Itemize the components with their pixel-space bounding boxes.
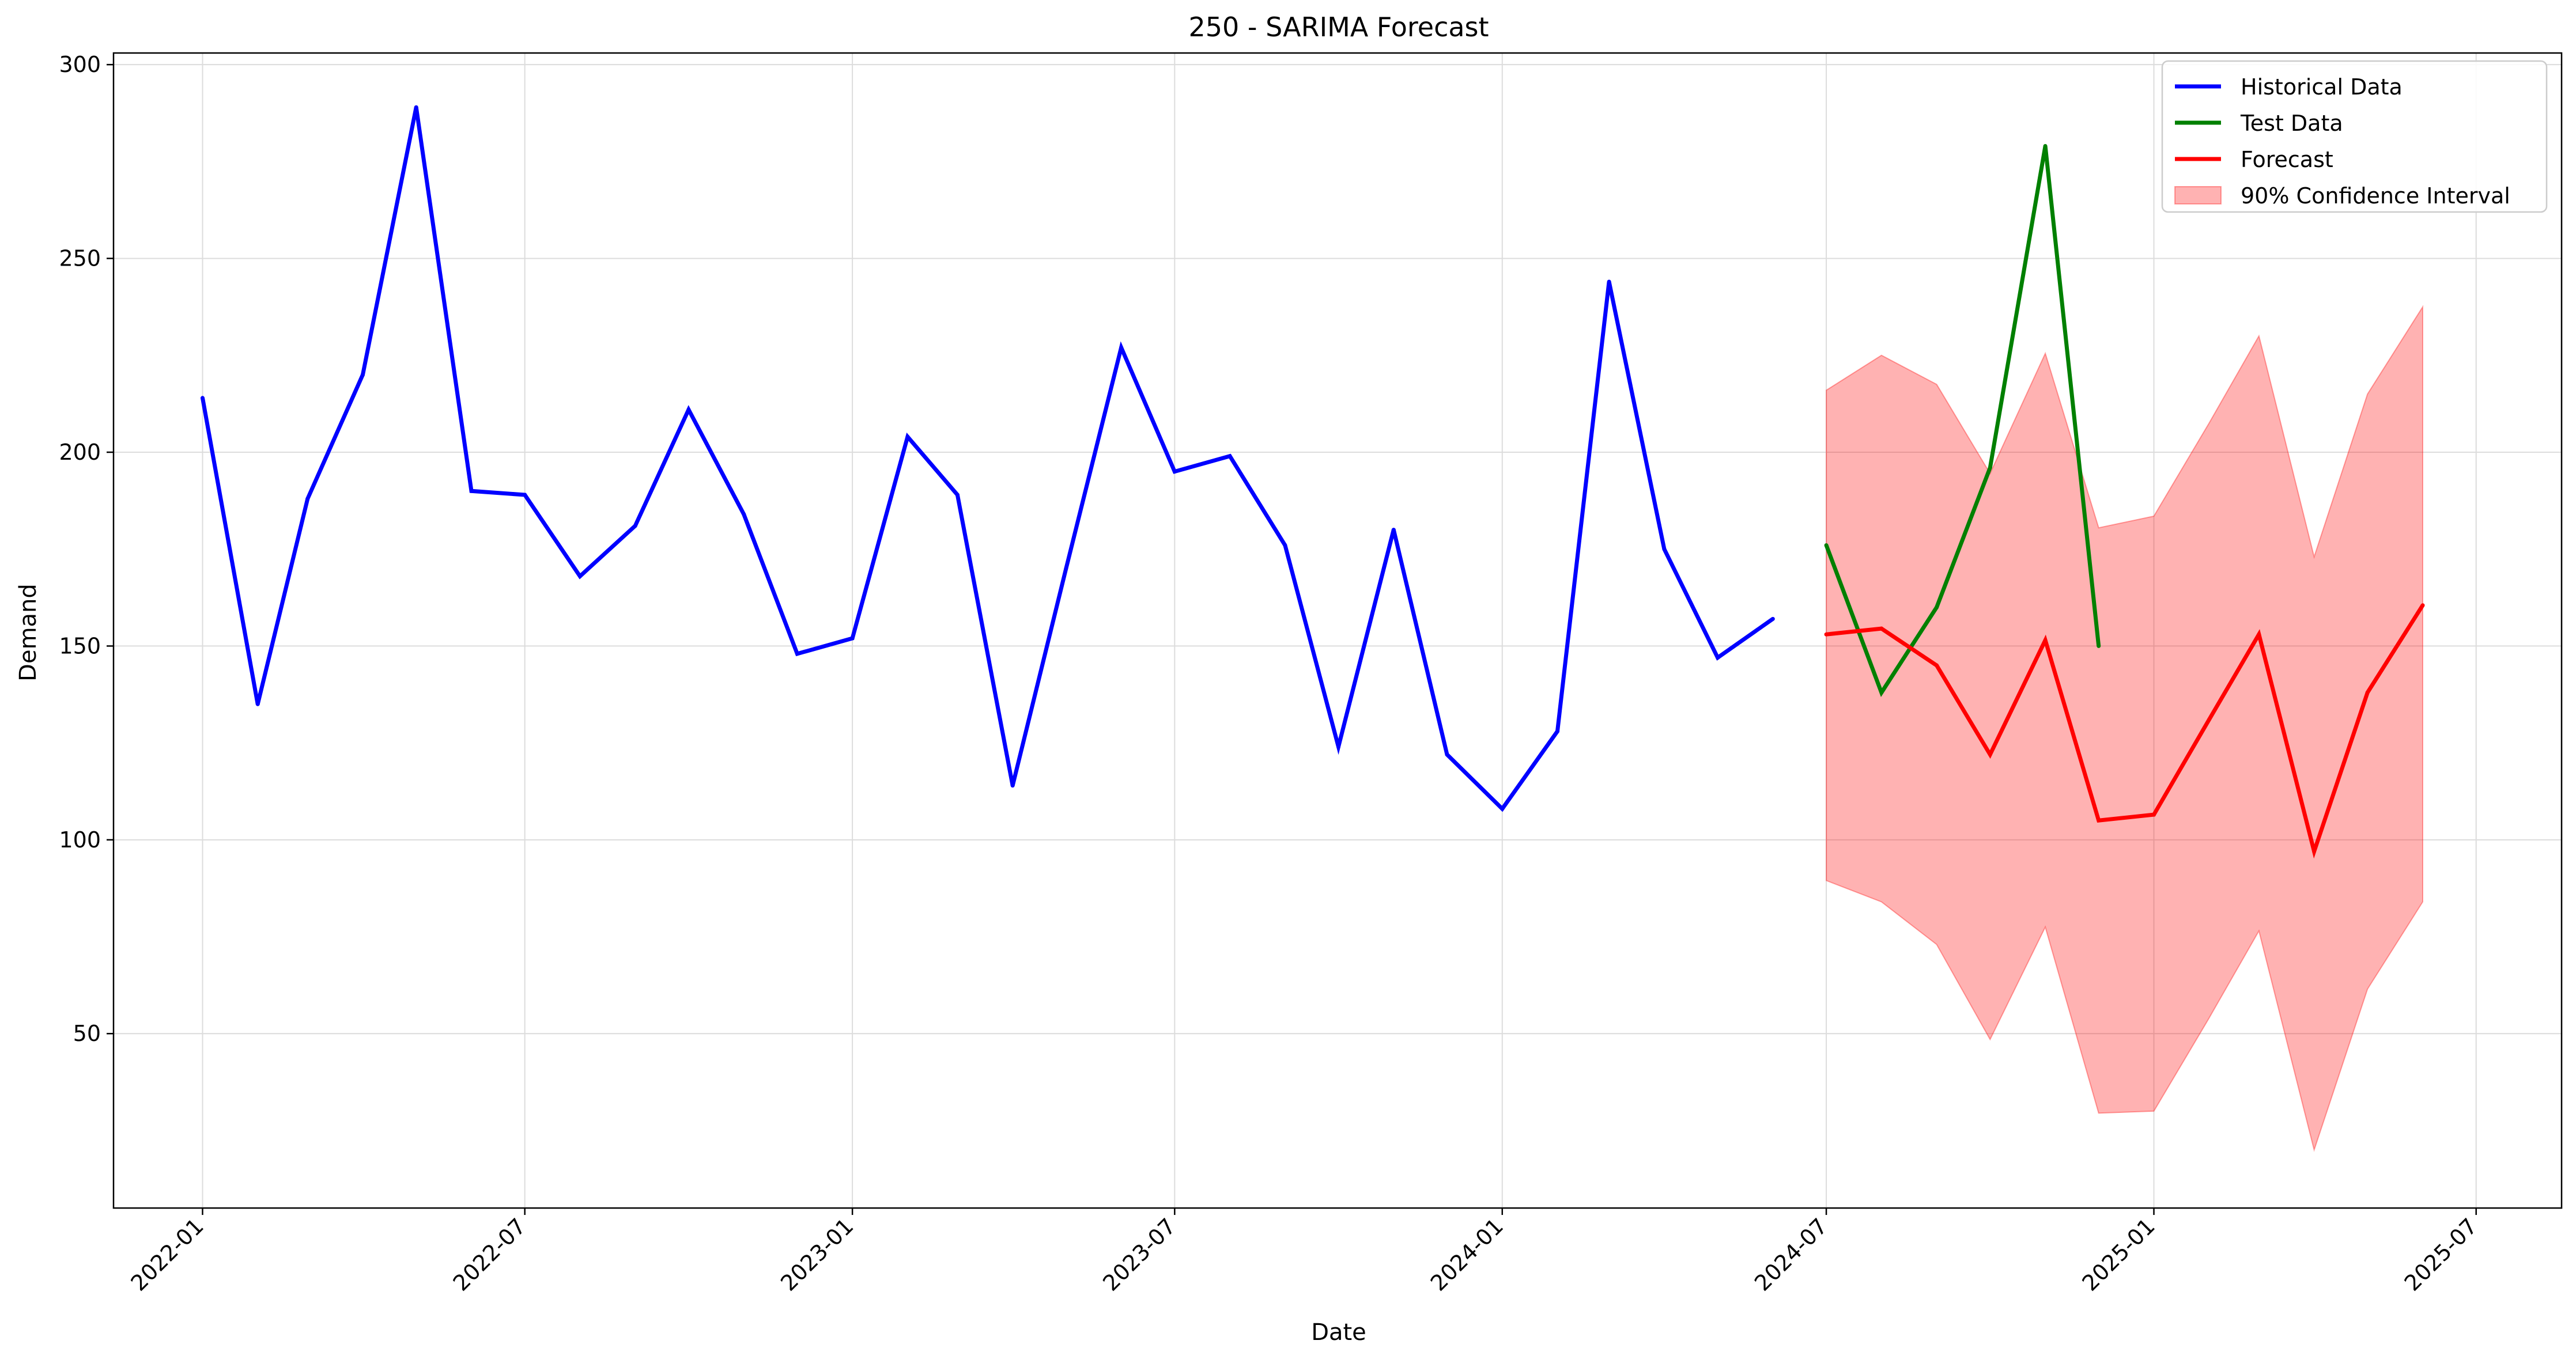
historical-data-point: [686, 407, 691, 412]
historical-data-point: [305, 497, 310, 501]
historical-data-point: [1500, 807, 1505, 811]
historical-data-point: [795, 652, 799, 656]
forecast-point: [2312, 849, 2317, 854]
test-data-point: [1935, 605, 1939, 609]
test-data-point: [1988, 465, 1992, 470]
historical-data-point: [1119, 345, 1124, 350]
historical-data-point: [1064, 566, 1068, 571]
historical-data-point: [1227, 454, 1232, 459]
forecast-point: [1879, 626, 1884, 631]
forecast-point: [1824, 632, 1829, 637]
forecast-point: [2365, 690, 2370, 695]
historical-data-point: [955, 493, 960, 497]
historical-data-point: [1283, 543, 1287, 547]
plot-frame: [112, 52, 2563, 1209]
y-axis: 50 100 150 200 250 300: [59, 52, 114, 1046]
historical-data-point: [1391, 528, 1396, 532]
historical-data-point: [1607, 279, 1611, 284]
forecast-point: [2097, 818, 2101, 823]
y-tick-label: 150: [59, 633, 101, 658]
historical-data-point: [742, 512, 746, 517]
historical-data-point: [414, 105, 418, 109]
legend-label-historical-data: Historical Data: [2241, 74, 2403, 100]
y-tick-label: 100: [59, 827, 101, 853]
test-data-line: [1824, 145, 2101, 697]
test-data-point: [2043, 143, 2048, 148]
test-data-point: [2097, 643, 2101, 648]
forecast-point: [2207, 717, 2211, 722]
historical-data-point: [905, 434, 910, 439]
legend-label-forecast: Forecast: [2241, 147, 2333, 172]
historical-data-point: [850, 636, 855, 641]
series-layer: [200, 105, 2425, 859]
forecast-line: [1826, 604, 2424, 859]
historical-data-point: [1770, 616, 1775, 621]
forecast-point: [2152, 812, 2156, 817]
historical-data-point: [1716, 656, 1720, 660]
y-tick-label: 200: [59, 440, 101, 465]
historical-data-point: [1555, 729, 1560, 733]
forecast-point: [1988, 752, 1992, 757]
chart-title: 250 - SARIMA Forecast: [1188, 12, 1489, 43]
forecast-point: [2043, 638, 2048, 642]
y-tick-label: 50: [73, 1021, 101, 1046]
legend-label-test-data: Test Data: [2240, 111, 2343, 136]
confidence-interval-layer: [1826, 305, 2423, 1152]
historical-data-point: [523, 493, 527, 497]
historical-data-point: [1172, 470, 1177, 474]
test-data-point: [1824, 543, 1829, 547]
historical-data-point: [633, 524, 637, 528]
historical-data-point: [1010, 783, 1015, 788]
forecast-point: [2420, 603, 2425, 608]
y-tick-label: 300: [59, 52, 101, 77]
historical-data-point: [1336, 744, 1341, 749]
historical-data-point: [200, 396, 205, 400]
forecast-point: [1935, 663, 1939, 668]
forecast-point: [2257, 632, 2261, 637]
y-axis-label: Demand: [15, 584, 41, 682]
legend-swatch-90-confidence-interval: [2174, 186, 2222, 205]
y-tick-label: 250: [59, 246, 101, 271]
x-axis-label: Date: [1311, 1319, 1366, 1346]
historical-data-point: [469, 489, 474, 493]
confidence-interval-band: [1826, 305, 2423, 1152]
legend: Historical Data Test Data Forecast 90% Conf…: [2161, 60, 2548, 213]
historical-data-line: [201, 107, 1774, 812]
historical-data-point: [577, 574, 582, 578]
legend-box: [2161, 60, 2548, 213]
test-data-point: [1879, 690, 1884, 695]
legend-label-90-confidence-interval: 90% Confidence Interval: [2241, 183, 2510, 209]
historical-data-point: [1445, 752, 1449, 757]
historical-data-point: [1662, 547, 1667, 551]
historical-data-point: [255, 702, 260, 706]
historical-data-point: [361, 372, 365, 377]
grid-lines: [114, 53, 2562, 1208]
